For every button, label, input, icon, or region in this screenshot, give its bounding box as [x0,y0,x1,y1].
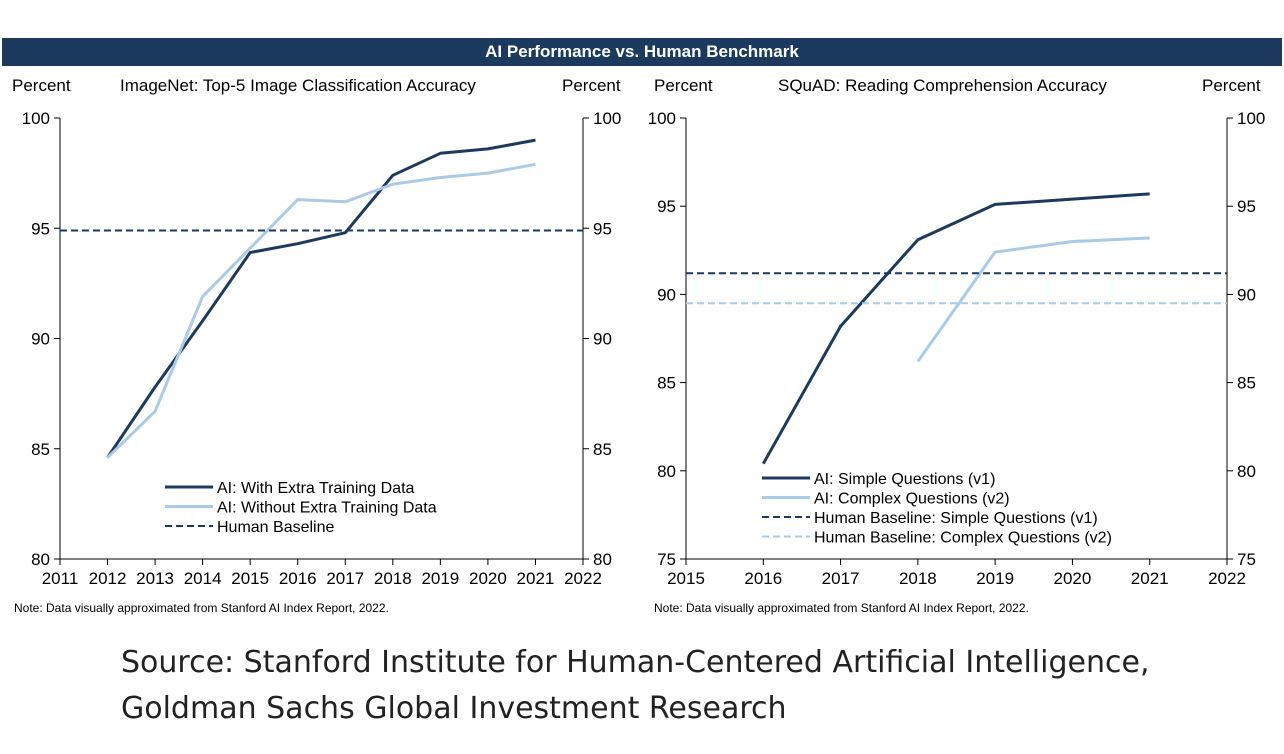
x-tick-label: 2017 [326,569,364,588]
x-tick-label: 2019 [421,569,459,588]
y-tick-label-left: 80 [657,462,676,481]
legend-label-3: Human Baseline: Simple Questions (v1) [814,510,1098,527]
y-tick-label-left: 85 [657,374,676,393]
legend-label-2: AI: Complex Questions (v2) [814,491,1010,508]
x-tick-label: 2016 [279,569,317,588]
x-tick-label: 2018 [374,569,412,588]
legend-label-1: AI: Simple Questions (v1) [814,471,995,488]
legend-label-2: AI: Without Extra Training Data [217,500,437,517]
x-tick-label: 2020 [469,569,507,588]
y-tick-label-left: 80 [31,550,50,569]
y-tick-label-right: 85 [1237,374,1256,393]
legend-label-1: AI: With Extra Training Data [217,480,415,497]
y-tick-label-left: 95 [31,219,50,238]
x-tick-label: 2022 [564,569,602,588]
x-tick-label: 2020 [1054,569,1092,588]
y-tick-label-right: 100 [593,109,621,128]
x-tick-label: 2019 [976,569,1014,588]
y-axis-label-left: Percent [654,76,713,95]
y-tick-label-left: 90 [657,285,676,304]
y-tick-label-right: 80 [593,550,612,569]
x-tick-label: 2013 [136,569,174,588]
series-line-1 [106,138,536,459]
y-tick-label-left: 85 [31,440,50,459]
y-axis-label-right: Percent [562,76,621,95]
legend-label-4: Human Baseline: Complex Questions (v2) [814,530,1112,547]
x-tick-label: 2022 [1208,569,1246,588]
chart-header-bar: AI Performance vs. Human Benchmark [2,38,1282,66]
source-line-1: Source: Stanford Institute for Human-Cen… [121,645,1150,680]
chart-panel-1: Percent ImageNet: Top-5 Image Classificat… [12,76,621,615]
x-tick-label: 2011 [42,569,79,588]
y-tick-label-right: 95 [1237,197,1256,216]
x-tick-label: 2015 [231,569,269,588]
y-tick-label-left: 75 [657,550,676,569]
x-tick-label: 2015 [667,569,705,588]
legend-label-3: Human Baseline [217,519,335,536]
chart-title: ImageNet: Top-5 Image Classification Acc… [120,76,476,95]
x-tick-label: 2017 [822,569,860,588]
y-tick-label-left: 100 [22,109,50,128]
series-line-2 [106,162,536,459]
x-tick-label: 2012 [89,569,127,588]
y-tick-label-right: 100 [1237,109,1265,128]
y-tick-label-right: 90 [593,330,612,349]
y-tick-label-right: 90 [1237,285,1256,304]
y-axis-label-left: Percent [12,76,71,95]
y-tick-label-right: 85 [593,440,612,459]
x-tick-label: 2021 [1131,569,1169,588]
chart-note: Note: Data visually approximated from St… [654,601,1029,615]
chart-note: Note: Data visually approximated from St… [14,601,389,615]
charts-canvas: Percent ImageNet: Top-5 Image Classificat… [12,76,1266,615]
y-tick-label-left: 90 [31,330,50,349]
y-tick-label-right: 95 [593,219,612,238]
chart-panel-2: Percent SQuAD: Reading Comprehension Accu… [648,76,1266,615]
y-tick-label-left: 100 [648,109,676,128]
x-tick-label: 2021 [517,569,555,588]
x-tick-label: 2018 [899,569,937,588]
y-tick-label-right: 75 [1237,550,1256,569]
source-citation: Source: Stanford Institute for Human-Cen… [121,640,1149,732]
chart-header-title: AI Performance vs. Human Benchmark [485,42,799,61]
source-line-2: Goldman Sachs Global Investment Research [121,691,787,726]
y-axis-label-right: Percent [1202,76,1261,95]
series-line-2 [916,236,1150,363]
x-tick-label: 2016 [744,569,782,588]
x-tick-label: 2014 [184,569,222,588]
series-line-1 [761,192,1150,465]
y-tick-label-left: 95 [657,197,676,216]
chart-title: SQuAD: Reading Comprehension Accuracy [778,76,1107,95]
y-tick-label-right: 80 [1237,462,1256,481]
